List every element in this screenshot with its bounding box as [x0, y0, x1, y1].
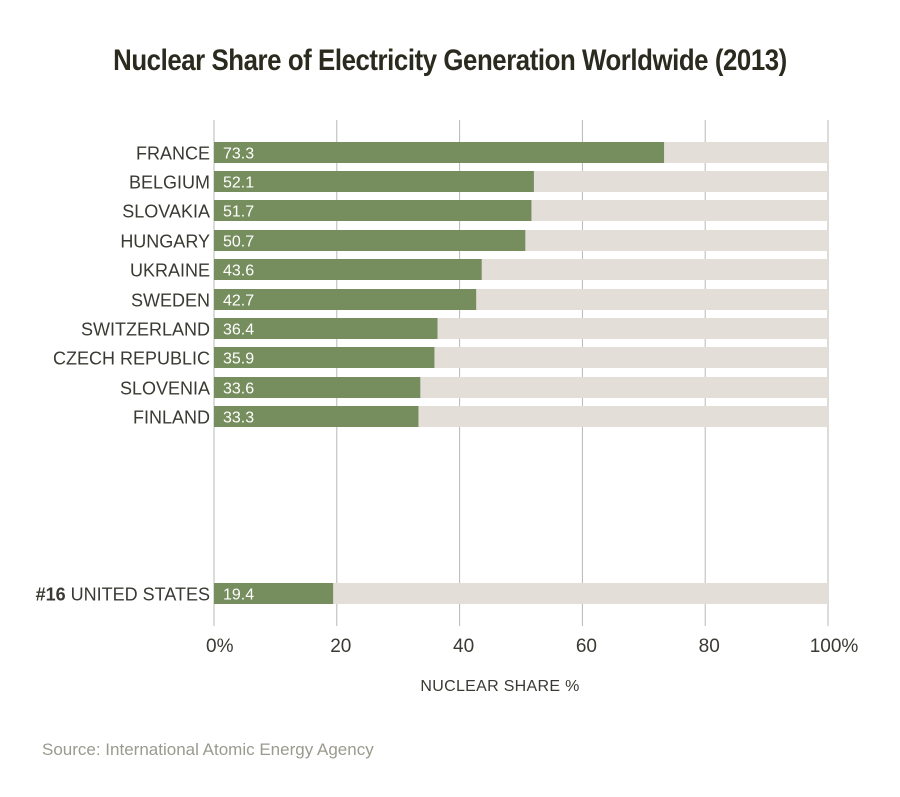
category-label: SWEDEN	[131, 291, 210, 311]
x-tick-label: 80	[699, 636, 720, 657]
x-axis-label: NUCLEAR SHARE %	[420, 678, 580, 695]
category-label: SWITZERLAND	[81, 320, 210, 340]
category-label: #16 UNITED STATES	[36, 585, 210, 605]
x-tick-label: 20	[330, 636, 351, 657]
value-label: 33.6	[223, 381, 254, 398]
bar	[214, 347, 435, 368]
category-labels: FRANCE BELGIUM SLOVAKIA HUNGARY UKRAINE SWEDE…	[36, 144, 210, 605]
category-label: SLOVAKIA	[122, 202, 210, 222]
category-name: SWEDEN	[131, 291, 210, 311]
bar	[214, 142, 665, 163]
value-label: 42.7	[223, 293, 254, 310]
rank-label: #16	[36, 585, 71, 605]
bar	[214, 200, 532, 221]
value-label: 50.7	[223, 234, 254, 251]
bar	[214, 583, 334, 604]
category-name: CZECH REPUBLIC	[53, 349, 210, 369]
bar	[214, 318, 438, 339]
bar	[214, 230, 526, 251]
category-name: FINLAND	[133, 408, 210, 428]
category-label: BELGIUM	[129, 173, 210, 193]
category-name: SLOVAKIA	[122, 202, 210, 222]
value-label: 36.4	[223, 322, 254, 339]
category-name: SWITZERLAND	[81, 320, 210, 340]
value-label: 51.7	[223, 204, 254, 221]
category-name: SLOVENIA	[120, 379, 210, 399]
bar	[214, 171, 534, 192]
bar	[214, 259, 482, 280]
value-label: 35.9	[223, 351, 254, 368]
x-tick-label: 60	[576, 636, 597, 657]
bars	[214, 142, 665, 604]
category-label: SLOVENIA	[120, 379, 210, 399]
chart-title: Nuclear Share of Electricity Generation …	[113, 44, 787, 77]
category-label: FINLAND	[133, 408, 210, 428]
category-name: BELGIUM	[129, 173, 210, 193]
value-label: 43.6	[223, 263, 254, 280]
bar	[214, 289, 477, 310]
category-label: CZECH REPUBLIC	[53, 349, 210, 369]
source-note: Source: International Atomic Energy Agen…	[42, 740, 374, 759]
gridlines	[213, 120, 829, 626]
x-tick-label: 0%	[206, 636, 234, 657]
category-label: HUNGARY	[120, 232, 210, 252]
value-label: 33.3	[223, 410, 254, 427]
value-label: 52.1	[223, 175, 254, 192]
x-tick-label: 40	[453, 636, 474, 657]
category-label: UKRAINE	[130, 261, 210, 281]
x-tick-label: 100%	[810, 636, 859, 657]
category-label: FRANCE	[136, 144, 210, 164]
category-name: HUNGARY	[120, 232, 210, 252]
value-labels: 73.3 52.1 51.7 50.7 43.6 42.7 36.4 35.9 33.6 33.3…	[223, 146, 254, 604]
bar	[214, 406, 419, 427]
bar-track	[214, 583, 828, 604]
category-name: UKRAINE	[130, 261, 210, 281]
x-tick-labels: 0% 20 40 60 80 100%	[206, 636, 858, 657]
value-label: 19.4	[223, 587, 254, 604]
bar	[214, 377, 421, 398]
category-name: UNITED STATES	[71, 585, 210, 605]
value-label: 73.3	[223, 146, 254, 163]
category-name: FRANCE	[136, 144, 210, 164]
